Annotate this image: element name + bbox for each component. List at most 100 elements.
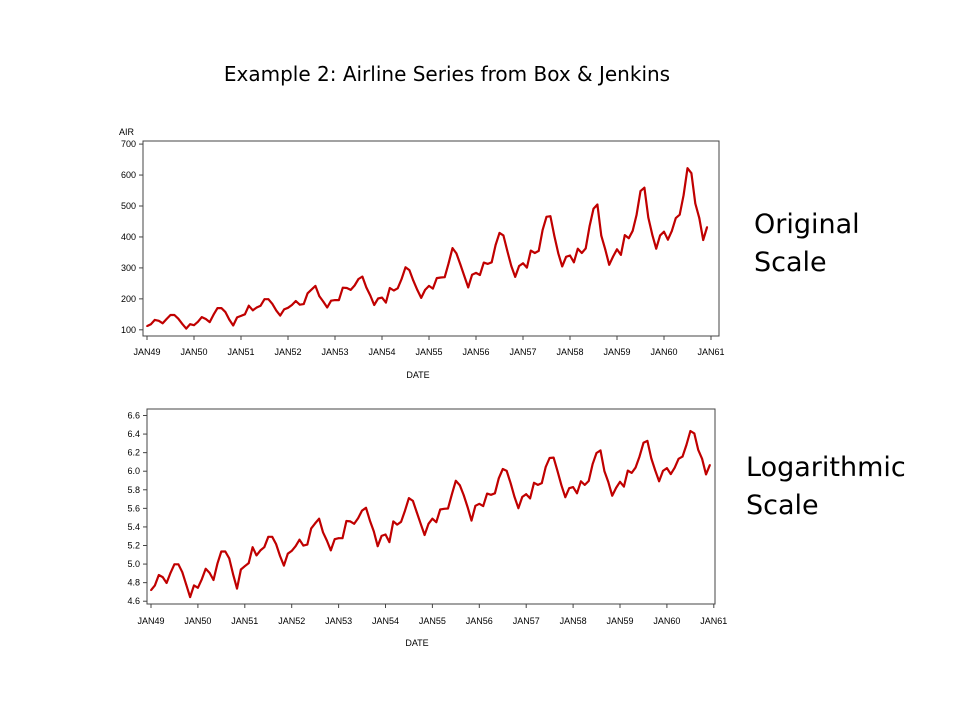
- data-point: [302, 544, 305, 547]
- data-point: [463, 275, 466, 277]
- data-point: [568, 487, 571, 490]
- y-tick-label: 5.8: [127, 485, 140, 495]
- data-point: [663, 230, 665, 233]
- data-point: [580, 252, 583, 254]
- data-point: [490, 493, 492, 496]
- y-tick-label: 600: [121, 170, 136, 180]
- data-point: [267, 535, 270, 538]
- original-scale-label-line2: Scale: [754, 247, 827, 278]
- data-point: [357, 278, 360, 280]
- data-point: [459, 263, 462, 266]
- data-point: [326, 306, 329, 309]
- x-axis-label: DATE: [405, 638, 428, 648]
- data-point: [612, 255, 614, 258]
- data-point: [381, 296, 383, 299]
- data-point: [388, 287, 391, 289]
- slide-title: Example 2: Airline Series from Box & Jen…: [223, 62, 671, 86]
- data-point: [334, 299, 336, 301]
- data-point: [526, 266, 528, 269]
- data-point: [451, 247, 454, 250]
- data-point: [392, 520, 395, 523]
- x-tick-label: JAN60: [650, 347, 677, 357]
- data-point: [439, 508, 442, 511]
- data-point: [415, 511, 418, 514]
- data-point: [377, 297, 379, 300]
- data-point: [287, 306, 289, 309]
- data-point: [189, 323, 192, 326]
- data-point: [212, 579, 215, 581]
- data-point: [255, 306, 258, 309]
- data-point: [318, 517, 320, 520]
- data-point: [255, 554, 258, 557]
- data-point: [666, 467, 668, 469]
- data-point: [169, 572, 172, 574]
- data-point: [220, 307, 223, 309]
- data-point: [506, 250, 509, 252]
- data-point: [471, 273, 473, 276]
- data-point: [294, 300, 297, 302]
- data-point: [572, 486, 574, 488]
- data-point: [392, 289, 395, 292]
- data-point: [705, 473, 707, 476]
- data-point: [479, 274, 481, 276]
- data-point: [275, 309, 278, 312]
- data-point: [173, 563, 176, 566]
- data-point: [349, 520, 352, 523]
- data-point: [482, 261, 485, 264]
- data-point: [326, 539, 328, 542]
- data-point: [654, 469, 657, 472]
- x-tick-label: JAN55: [419, 616, 446, 626]
- data-point: [310, 288, 313, 291]
- data-point: [298, 303, 301, 306]
- y-tick-label: 4.8: [127, 578, 140, 588]
- y-tick-label: 700: [121, 139, 136, 149]
- data-point: [497, 477, 500, 480]
- x-tick-label: JAN53: [325, 616, 352, 626]
- data-point: [626, 469, 629, 472]
- data-point: [439, 276, 442, 279]
- x-tick-label: JAN57: [513, 616, 540, 626]
- data-point: [361, 509, 363, 512]
- data-point: [435, 521, 438, 524]
- data-point: [322, 300, 325, 303]
- data-point: [330, 299, 332, 302]
- data-point: [306, 292, 309, 295]
- data-point: [396, 523, 399, 526]
- data-point: [608, 263, 611, 266]
- data-point: [341, 286, 344, 289]
- data-point: [193, 584, 195, 587]
- data-point: [681, 455, 684, 458]
- data-point: [216, 562, 219, 565]
- data-point: [286, 552, 289, 555]
- data-point: [588, 225, 591, 228]
- data-point: [208, 321, 211, 323]
- data-point: [635, 213, 638, 216]
- data-point: [545, 215, 548, 218]
- y-tick-label: 5.6: [127, 503, 140, 513]
- data-point: [263, 298, 266, 301]
- data-point: [341, 537, 344, 540]
- data-point: [544, 466, 547, 468]
- data-point: [432, 287, 434, 290]
- data-point: [314, 285, 317, 287]
- data-point: [228, 318, 231, 321]
- data-point: [475, 272, 477, 274]
- data-point: [509, 482, 512, 484]
- x-tick-label: JAN53: [321, 347, 348, 357]
- data-point: [682, 194, 685, 197]
- data-point: [517, 507, 520, 510]
- series-line: [150, 429, 711, 599]
- data-point: [482, 505, 485, 507]
- original-scale-chart: 100 200 300 400 500 600 700 AIR JAN49 JAN50 JAN51 J…: [119, 127, 725, 380]
- data-point: [443, 276, 446, 279]
- data-point: [420, 297, 423, 299]
- data-point: [494, 244, 497, 246]
- data-point: [455, 252, 458, 255]
- data-point: [451, 493, 453, 496]
- data-point: [533, 481, 535, 484]
- x-tick-label: JAN60: [653, 616, 680, 626]
- data-point: [345, 520, 348, 522]
- data-point: [146, 325, 148, 327]
- data-point: [694, 202, 697, 205]
